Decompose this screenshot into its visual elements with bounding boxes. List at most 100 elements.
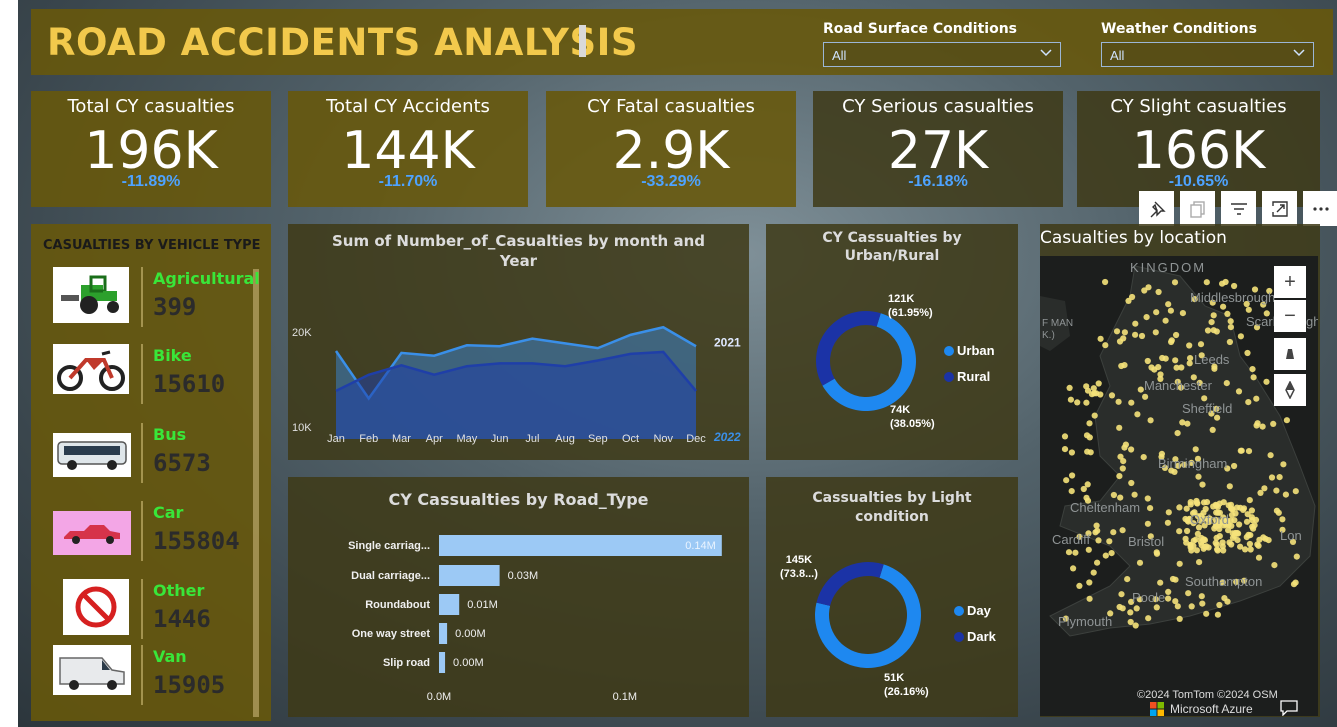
kpi-fatal-casualties[interactable]: CY Fatal casualties 2.9K -33.29%	[546, 91, 796, 207]
map-location-dot	[1262, 535, 1269, 542]
weather-dropdown[interactable]: All	[1101, 42, 1314, 67]
map-location-dot	[1125, 297, 1132, 304]
rural-percent-label: (38.05%)	[890, 418, 935, 430]
page-title: ROAD ACCIDENTS ANALYSIS	[47, 21, 639, 64]
kpi-total-casualties[interactable]: Total CY casualties 196K -11.89%	[31, 91, 271, 207]
map-label-manchester: Manchester	[1144, 378, 1212, 393]
kpi-label: CY Fatal casualties	[587, 96, 755, 117]
map-location-dot	[1128, 399, 1135, 406]
kpi-serious-casualties[interactable]: CY Serious casualties 27K -16.18%	[813, 91, 1063, 207]
bar-category-label: Dual carriage...	[351, 570, 430, 582]
pin-button[interactable]	[1139, 191, 1174, 226]
more-options-button[interactable]	[1303, 191, 1337, 226]
list-item-agricultural[interactable]: Agricultural 399	[53, 267, 260, 337]
donut-slice-rural	[816, 311, 881, 386]
map-location-dot	[1086, 420, 1093, 427]
map-location-dot	[1136, 596, 1143, 603]
light-condition-chart[interactable]: Cassualties by Light condition 145K (73.…	[766, 477, 1018, 717]
map-location-dot	[1223, 380, 1230, 387]
map-location-dot	[1245, 399, 1252, 406]
map-location-dot	[1200, 537, 1207, 544]
map-location-dot	[1116, 473, 1123, 480]
map-location-dot	[1062, 615, 1069, 622]
map-location-dot	[1084, 481, 1091, 488]
donut-slice-dark	[816, 562, 884, 606]
urban-rural-chart[interactable]: CY Cassualties by Urban/Rural 121K (61.9…	[766, 224, 1018, 460]
map-location-dot	[1108, 392, 1116, 399]
monthly-casualties-chart[interactable]: Sum of Number_of_Casualties by month and…	[288, 224, 749, 460]
list-item-van[interactable]: Van 15905	[53, 645, 253, 715]
list-item-bus[interactable]: Bus 6573	[53, 423, 253, 493]
kpi-value: 166K	[1131, 121, 1266, 181]
legend-label: Day	[967, 603, 991, 618]
vehicle-name: Bike	[153, 346, 192, 365]
filter-button[interactable]	[1221, 191, 1256, 226]
kpi-slight-casualties[interactable]: CY Slight casualties 166K -10.65%	[1077, 91, 1320, 207]
map-location-dot	[1185, 590, 1192, 597]
separator	[141, 501, 143, 561]
x-tick-label: Feb	[359, 433, 378, 445]
map-location-dot	[1273, 487, 1280, 494]
zoom-out-button[interactable]: −	[1274, 300, 1306, 332]
bus-icon	[53, 433, 131, 477]
map-location-dot	[1216, 601, 1223, 609]
map-location-dot	[1165, 595, 1172, 602]
x-tick-label: Jan	[327, 433, 345, 445]
map-location-dot	[1184, 527, 1191, 535]
list-item-other[interactable]: Other 1446	[53, 579, 253, 649]
map-location-dot	[1117, 453, 1124, 460]
map-location-dot	[1176, 528, 1183, 535]
legend-rural[interactable]: Rural	[944, 369, 990, 384]
map-location-dot	[1188, 603, 1195, 610]
map-location-dot	[1220, 303, 1227, 310]
list-item-bike[interactable]: Bike 15610	[53, 344, 253, 414]
comment-button[interactable]	[1280, 700, 1298, 719]
map-dot-layer	[1061, 278, 1306, 629]
map-location-dot	[1216, 533, 1223, 540]
road-type-chart[interactable]: CY Cassualties by Road_Type Single carri…	[288, 477, 749, 717]
map-location-dot	[1119, 465, 1126, 472]
map-location-dot	[1127, 618, 1134, 626]
map-location-dot	[1144, 520, 1151, 527]
map-location-dot	[1213, 541, 1220, 548]
map-location-dot	[1128, 446, 1135, 453]
map-location-dot	[1147, 417, 1154, 424]
map-location-dot	[1152, 329, 1159, 336]
weather-value: All	[1110, 48, 1125, 63]
focus-mode-button[interactable]	[1262, 191, 1297, 226]
map-location-dot	[1108, 550, 1115, 557]
x-tick-label: 0.0M	[427, 691, 451, 703]
vehicle-name: Bus	[153, 425, 187, 444]
kpi-total-accidents[interactable]: Total CY Accidents 144K -11.70%	[288, 91, 528, 207]
kpi-label: CY Slight casualties	[1110, 96, 1287, 117]
legend-dark[interactable]: Dark	[954, 629, 996, 644]
map-location-dot	[1165, 301, 1172, 308]
map-label-birmingham: Birmingham	[1158, 456, 1228, 471]
map-location-dot	[1210, 312, 1217, 319]
map-location-dot	[1132, 331, 1139, 338]
copy-button[interactable]	[1180, 191, 1215, 226]
tilt-button[interactable]	[1274, 338, 1306, 370]
casualties-map[interactable]: KINGDOM Middlesbrough Scarborough F MAN …	[1040, 256, 1318, 686]
chevron-down-icon	[1293, 49, 1305, 57]
map-label-bristol: Bristol	[1128, 534, 1165, 549]
list-item-car[interactable]: Car 155804	[53, 501, 253, 571]
road-surface-dropdown[interactable]: All	[823, 42, 1061, 67]
map-location-dot	[1201, 395, 1208, 402]
legend-day[interactable]: Day	[954, 603, 991, 618]
zoom-in-button[interactable]: +	[1274, 266, 1306, 298]
legend-urban[interactable]: Urban	[944, 343, 995, 358]
x-tick-label: Mar	[392, 433, 411, 445]
tractor-icon	[53, 267, 129, 323]
map-location-dot	[1248, 507, 1255, 514]
x-tick-label: Jul	[525, 433, 539, 445]
map-location-dot	[1261, 485, 1268, 492]
map-location-dot	[1195, 473, 1202, 480]
urban-rural-donut	[816, 311, 916, 412]
map-location-dot	[1226, 539, 1233, 546]
map-label-kingdom: KINGDOM	[1130, 260, 1207, 275]
map-location-dot	[1134, 411, 1141, 418]
compass-button[interactable]	[1274, 374, 1306, 406]
map-location-dot	[1201, 543, 1208, 551]
scrollbar[interactable]	[253, 269, 259, 717]
